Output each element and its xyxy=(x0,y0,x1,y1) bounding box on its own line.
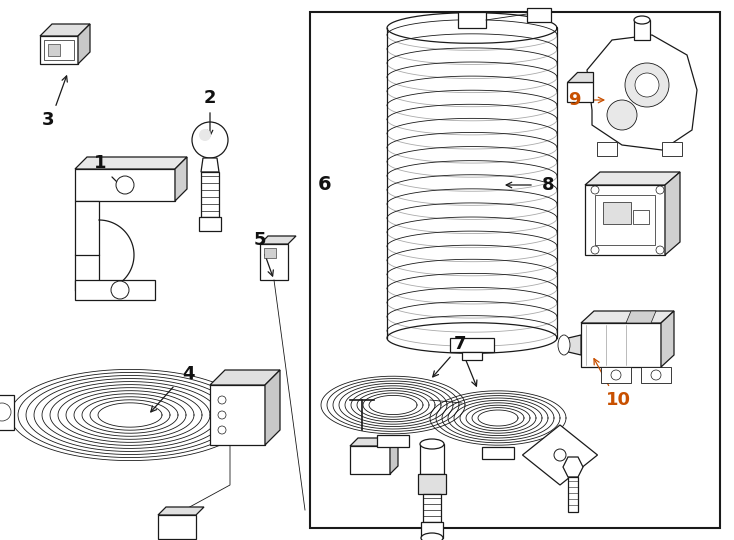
Circle shape xyxy=(0,403,11,421)
Text: 4: 4 xyxy=(182,365,195,383)
Bar xyxy=(585,185,665,255)
Polygon shape xyxy=(585,172,680,185)
Polygon shape xyxy=(75,157,187,169)
Polygon shape xyxy=(564,335,581,355)
Polygon shape xyxy=(581,311,674,323)
Polygon shape xyxy=(201,158,219,172)
Circle shape xyxy=(651,370,661,380)
Text: 3: 3 xyxy=(42,111,54,129)
Bar xyxy=(527,8,551,22)
Text: 10: 10 xyxy=(606,391,631,409)
Bar xyxy=(601,367,631,383)
Polygon shape xyxy=(40,36,78,64)
Bar xyxy=(350,446,390,474)
Bar xyxy=(462,352,482,360)
Circle shape xyxy=(591,246,599,254)
Circle shape xyxy=(199,129,211,141)
Circle shape xyxy=(116,176,134,194)
Bar xyxy=(458,12,486,28)
Bar xyxy=(201,172,219,217)
Circle shape xyxy=(607,100,637,130)
Bar xyxy=(421,522,443,538)
Bar xyxy=(662,142,682,156)
Bar xyxy=(158,515,196,539)
Ellipse shape xyxy=(558,335,570,355)
Polygon shape xyxy=(210,370,280,385)
Bar xyxy=(423,494,441,522)
Bar xyxy=(199,217,221,231)
Bar xyxy=(377,435,409,447)
Bar xyxy=(420,444,444,474)
Bar xyxy=(418,474,446,494)
Polygon shape xyxy=(350,438,398,446)
Polygon shape xyxy=(260,236,296,244)
Circle shape xyxy=(656,246,664,254)
Text: 6: 6 xyxy=(318,176,332,194)
Polygon shape xyxy=(563,457,583,477)
Circle shape xyxy=(591,186,599,194)
Polygon shape xyxy=(661,311,674,367)
Circle shape xyxy=(611,370,621,380)
Text: 1: 1 xyxy=(94,154,106,172)
Bar xyxy=(44,40,74,60)
Bar xyxy=(641,367,671,383)
Bar xyxy=(581,323,661,367)
Text: 5: 5 xyxy=(254,231,266,249)
Polygon shape xyxy=(626,311,656,323)
Circle shape xyxy=(218,411,226,419)
Polygon shape xyxy=(40,24,90,36)
Bar xyxy=(482,447,514,459)
Bar xyxy=(568,477,578,512)
Circle shape xyxy=(635,73,659,97)
Text: 8: 8 xyxy=(542,176,554,194)
Polygon shape xyxy=(75,169,175,201)
Circle shape xyxy=(625,63,669,107)
Bar xyxy=(450,338,494,352)
Text: 7: 7 xyxy=(454,335,466,353)
Bar xyxy=(310,12,720,528)
Polygon shape xyxy=(75,280,155,300)
Circle shape xyxy=(656,186,664,194)
Circle shape xyxy=(554,449,566,461)
Bar xyxy=(597,142,617,156)
Bar xyxy=(603,202,631,224)
Text: 2: 2 xyxy=(204,89,217,107)
Polygon shape xyxy=(523,425,597,485)
Polygon shape xyxy=(175,157,187,201)
Polygon shape xyxy=(587,35,697,150)
Bar xyxy=(210,385,265,445)
Circle shape xyxy=(111,281,129,299)
Bar xyxy=(634,20,650,40)
Polygon shape xyxy=(78,24,90,64)
Polygon shape xyxy=(567,72,593,82)
Bar xyxy=(595,195,655,245)
Bar xyxy=(633,210,649,224)
Circle shape xyxy=(192,122,228,158)
Circle shape xyxy=(218,426,226,434)
Polygon shape xyxy=(265,370,280,445)
Polygon shape xyxy=(665,172,680,255)
Ellipse shape xyxy=(634,16,650,24)
Circle shape xyxy=(218,396,226,404)
Bar xyxy=(48,44,60,56)
Text: 9: 9 xyxy=(568,91,581,109)
Polygon shape xyxy=(158,507,204,515)
Ellipse shape xyxy=(420,439,444,449)
Bar xyxy=(260,244,288,280)
Bar xyxy=(567,82,593,102)
Ellipse shape xyxy=(421,533,443,540)
Bar xyxy=(264,248,276,258)
Polygon shape xyxy=(390,438,398,474)
Polygon shape xyxy=(75,201,99,255)
Bar xyxy=(0,395,14,430)
